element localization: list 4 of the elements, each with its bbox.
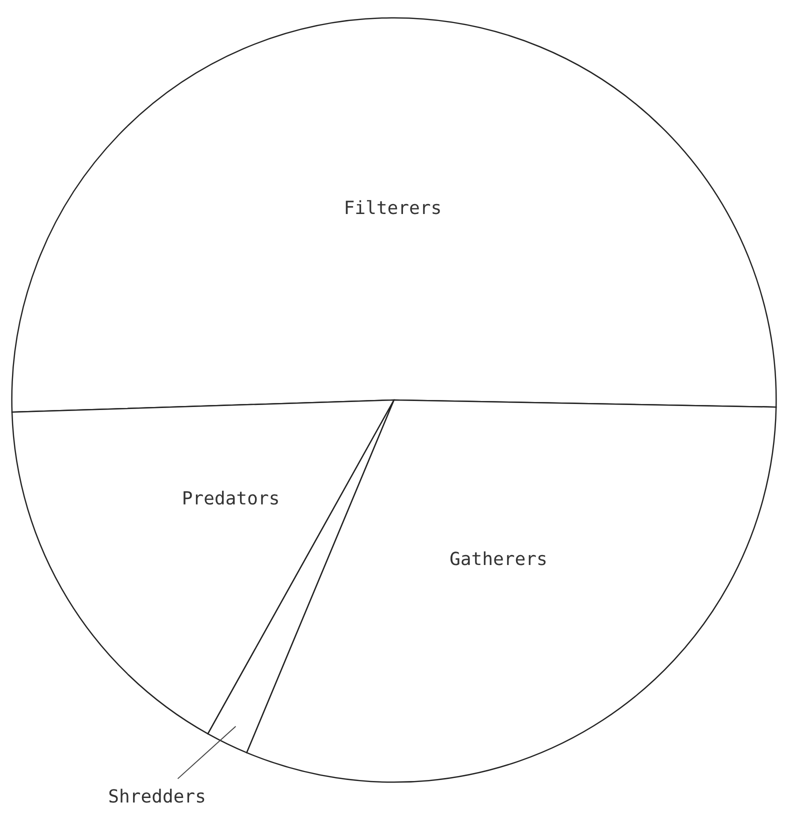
slice-label: Gatherers bbox=[450, 551, 546, 566]
slice-label: Shredders bbox=[109, 788, 204, 803]
slice-label: Filterers bbox=[346, 200, 440, 214]
slice-label: Predators bbox=[184, 490, 278, 505]
